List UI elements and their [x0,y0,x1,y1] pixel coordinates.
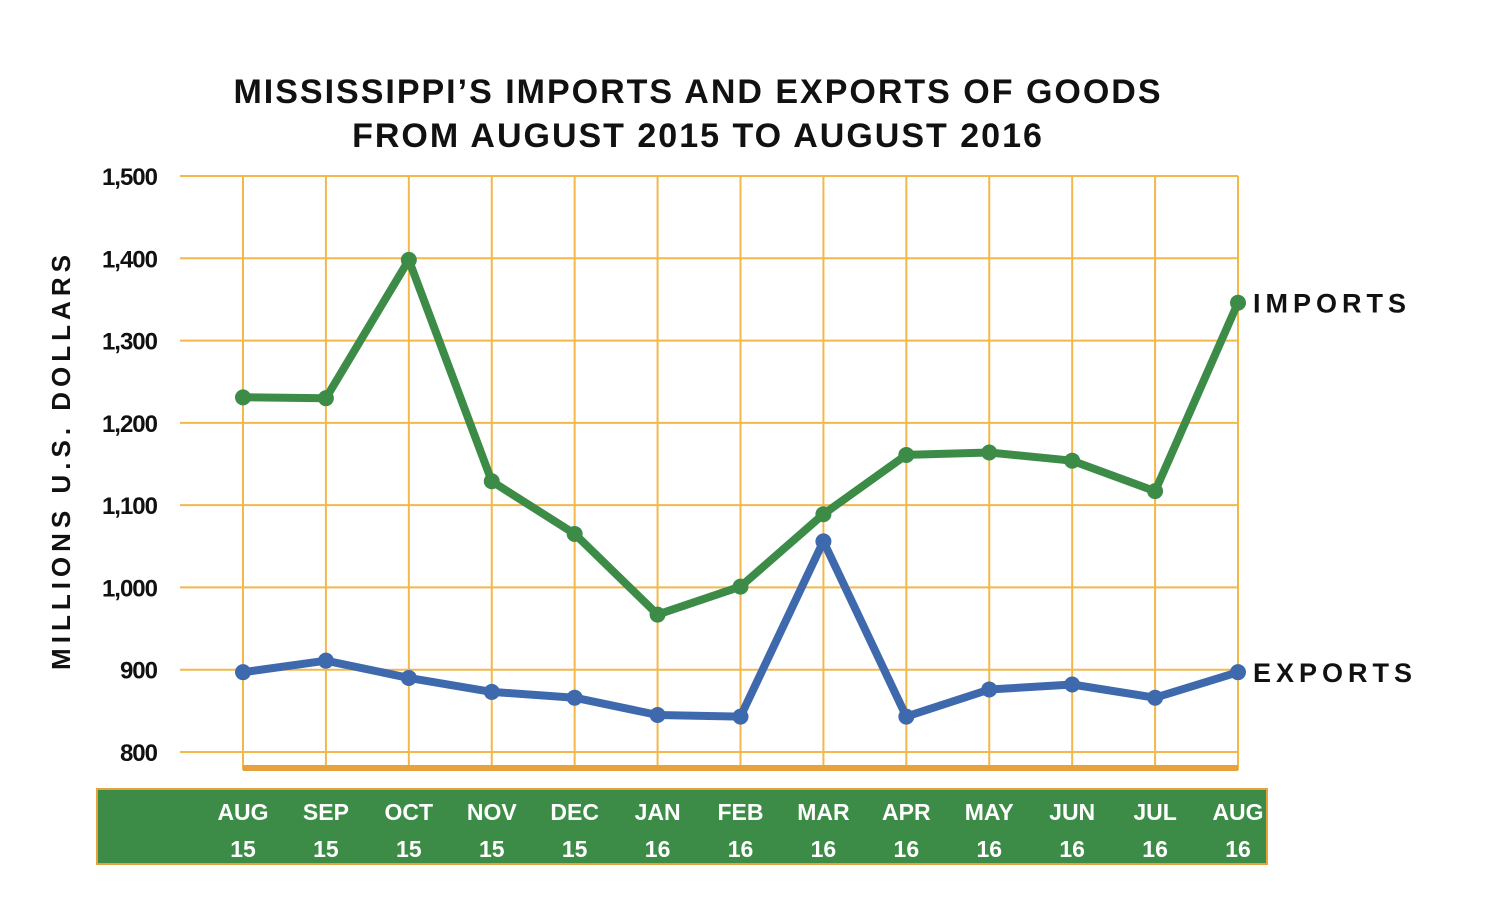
x-tick-label-0: AUG 15 [217,799,268,862]
y-tick-labels: 800 900 1,000 1,100 1,200 1,300 1,400 1,500 [102,164,159,767]
chart-title-line-1: MISSISSIPPI’S IMPORTS AND EXPORTS OF GOO… [233,73,1162,111]
imports-point-4 [566,525,583,542]
y-tick-label-5: 1,300 [102,329,158,356]
y-tick-label-4: 1,200 [102,411,158,438]
imports-point-6 [732,578,749,595]
x-tick-label-1: SEP 15 [303,799,349,862]
imports-point-10 [1064,452,1081,469]
exports-point-3 [483,683,500,700]
exports-point-10 [1064,676,1081,693]
x-tick-label-11: JUL 16 [1133,799,1176,862]
x-tick-label-6: FEB 16 [718,799,764,862]
exports-series-label: EXPORTS [1253,658,1417,688]
x-tick-label-5: JAN 16 [635,799,681,862]
x-tick-label-7: MAR 16 [797,799,850,862]
imports-point-1 [317,390,334,407]
chart-title: MISSISSIPPI’S IMPORTS AND EXPORTS OF GOO… [233,73,1162,155]
imports-point-7 [815,506,832,523]
exports-point-6 [732,708,749,725]
exports-point-8 [898,708,915,725]
x-tick-label-10: JUN 16 [1049,799,1095,862]
y-tick-label-3: 1,100 [102,493,158,520]
imports-point-2 [400,251,417,268]
imports-point-0 [235,389,251,406]
x-tick-label-4: DEC 15 [550,799,599,862]
y-tick-label-1: 900 [120,658,158,685]
imports-point-12 [1230,294,1246,311]
exports-point-5 [649,706,666,723]
exports-point-9 [981,681,998,698]
imports-point-9 [981,444,998,461]
y-axis-label: MILLIONS U.S. DOLLARS [46,250,76,670]
imports-point-5 [649,606,666,623]
x-axis-line [243,765,1238,771]
imports-point-3 [483,473,500,490]
series-labels: IMPORTS EXPORTS [1253,289,1417,688]
x-axis-band [96,788,1268,865]
exports-point-2 [400,669,417,686]
exports-point-7 [815,533,832,550]
y-tick-label-6: 1,400 [102,246,158,273]
chart-title-line-2: FROM AUGUST 2015 TO AUGUST 2016 [352,117,1044,155]
x-tick-labels: AUG 15 SEP 15 OCT 15 NOV 15 DEC 15 JAN 16 FEB 16 MAR 16… [217,799,1263,862]
imports-point-8 [898,446,915,463]
x-tick-label-9: MAY 16 [965,799,1014,862]
x-axis-band-rect [96,788,1268,865]
x-tick-label-3: NOV 15 [467,799,518,862]
series-points [235,251,1246,725]
y-tick-label-0: 800 [120,740,158,767]
x-tick-label-12: AUG 16 [1212,799,1263,862]
exports-point-0 [235,664,251,681]
imports-point-11 [1147,483,1164,500]
y-tick-label-7: 1,500 [102,164,158,191]
exports-point-12 [1230,664,1246,681]
exports-point-4 [566,689,583,706]
exports-point-11 [1147,689,1164,706]
y-tick-label-2: 1,000 [102,575,158,602]
imports-series-label: IMPORTS [1253,289,1411,319]
x-tick-label-8: APR 16 [882,799,931,862]
x-tick-label-2: OCT 15 [385,799,434,862]
exports-point-1 [317,652,334,669]
